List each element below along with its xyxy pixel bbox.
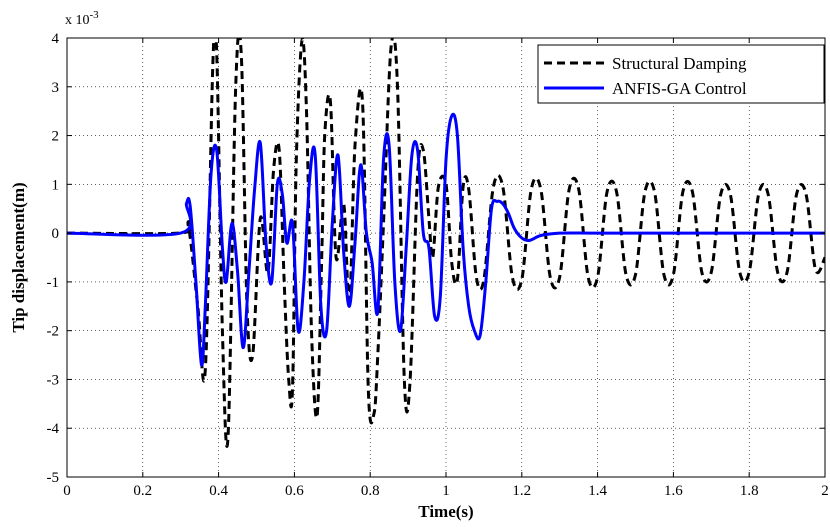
y-tick-label: -4 <box>47 421 60 437</box>
legend-entry-structural-damping: Structural Damping <box>612 54 747 73</box>
y-tick-label: 1 <box>52 177 60 193</box>
y-tick-label: 3 <box>52 80 60 96</box>
x-tick-label: 1 <box>442 483 450 499</box>
x-tick-label: 0.8 <box>361 483 380 499</box>
x-tick-label: 1.6 <box>664 483 683 499</box>
plot-area <box>67 38 825 448</box>
x-tick-label: 2 <box>821 483 829 499</box>
x-tick-label: 1.8 <box>740 483 759 499</box>
x-tick-label: 0.4 <box>209 483 228 499</box>
y-tick-label: -1 <box>47 275 60 291</box>
x-tick-label: 0 <box>63 483 71 499</box>
grid <box>67 38 825 477</box>
y-axis-label: Tip displacement(m) <box>9 182 28 332</box>
y-tick-label: -2 <box>47 324 60 340</box>
y-tick-label: -3 <box>47 372 60 388</box>
legend-box <box>537 44 825 104</box>
x-tick-label: 1.2 <box>512 483 531 499</box>
axis-ticks: 0 0.2 0.4 0.6 0.8 1 1.2 1.4 1.6 1.8 2 4 3 2 1 0 -1 -2 -3 -4… <box>47 31 829 499</box>
y-tick-label: -5 <box>47 470 60 486</box>
legend: Structural Damping ANFIS-GA Control <box>537 44 825 104</box>
plot-frame <box>66 37 826 478</box>
x-tick-label: 1.4 <box>588 483 607 499</box>
series-line-anfis-ga-control <box>67 112 825 367</box>
y-multiplier-label: x 10-3 <box>65 9 99 28</box>
y-tick-label: 0 <box>52 226 60 242</box>
x-tick-label: 0.2 <box>133 483 152 499</box>
y-tick-label: 4 <box>52 31 60 47</box>
legend-entry-anfis-ga-control: ANFIS-GA Control <box>612 79 747 98</box>
y-tick-label: 2 <box>52 129 60 145</box>
x-axis-label: Time(s) <box>418 502 473 521</box>
x-tick-label: 0.6 <box>285 483 304 499</box>
